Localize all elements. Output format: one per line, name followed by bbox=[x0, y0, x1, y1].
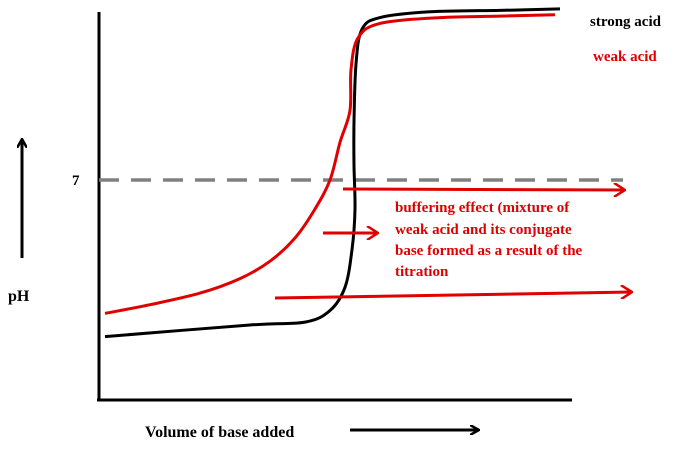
strong-acid-curve bbox=[104, 7, 561, 339]
buffering-annotation: buffering effect (mixture of weak acid a… bbox=[395, 200, 586, 280]
legend-strong-acid: strong acid bbox=[590, 14, 662, 30]
annotation-line: buffering effect (mixture of bbox=[395, 200, 570, 216]
buffer-arrow-bottom bbox=[274, 292, 632, 300]
y-tick-7: 7 bbox=[72, 173, 80, 189]
annotation-line: weak acid and its conjugate bbox=[395, 222, 572, 238]
annotation-line: titration bbox=[395, 264, 449, 280]
legend-weak-acid: weak acid bbox=[593, 49, 657, 65]
x-axis-label: Volume of base added bbox=[145, 424, 294, 441]
y-axis-label: pH bbox=[8, 288, 30, 305]
weak-acid-curve bbox=[104, 13, 556, 315]
buffer-arrow-top bbox=[342, 189, 625, 190]
annotation-line: base formed as a result of the bbox=[395, 243, 583, 259]
